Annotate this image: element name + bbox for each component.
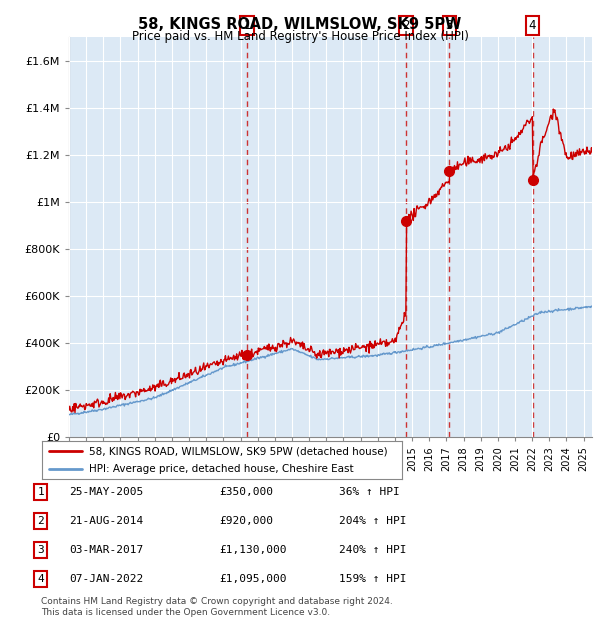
Text: 3: 3 [37,545,44,555]
Text: 4: 4 [37,574,44,584]
Text: Contains HM Land Registry data © Crown copyright and database right 2024.
This d: Contains HM Land Registry data © Crown c… [41,598,392,617]
Text: 03-MAR-2017: 03-MAR-2017 [69,545,143,555]
Text: 2: 2 [37,516,44,526]
Text: 204% ↑ HPI: 204% ↑ HPI [339,516,407,526]
Text: 25-MAY-2005: 25-MAY-2005 [69,487,143,497]
Text: £350,000: £350,000 [219,487,273,497]
Text: £1,130,000: £1,130,000 [219,545,287,555]
Text: 58, KINGS ROAD, WILMSLOW, SK9 5PW: 58, KINGS ROAD, WILMSLOW, SK9 5PW [139,17,461,32]
Text: 2: 2 [402,19,410,32]
Text: 240% ↑ HPI: 240% ↑ HPI [339,545,407,555]
Text: 4: 4 [529,19,536,32]
Text: 3: 3 [446,19,453,32]
Text: 159% ↑ HPI: 159% ↑ HPI [339,574,407,584]
Text: £920,000: £920,000 [219,516,273,526]
Text: £1,095,000: £1,095,000 [219,574,287,584]
Text: 36% ↑ HPI: 36% ↑ HPI [339,487,400,497]
Text: 58, KINGS ROAD, WILMSLOW, SK9 5PW (detached house): 58, KINGS ROAD, WILMSLOW, SK9 5PW (detac… [89,446,388,456]
Text: 1: 1 [244,19,251,32]
Text: 1: 1 [37,487,44,497]
Text: Price paid vs. HM Land Registry's House Price Index (HPI): Price paid vs. HM Land Registry's House … [131,30,469,43]
Text: 07-JAN-2022: 07-JAN-2022 [69,574,143,584]
Text: HPI: Average price, detached house, Cheshire East: HPI: Average price, detached house, Ches… [89,464,353,474]
Text: 21-AUG-2014: 21-AUG-2014 [69,516,143,526]
